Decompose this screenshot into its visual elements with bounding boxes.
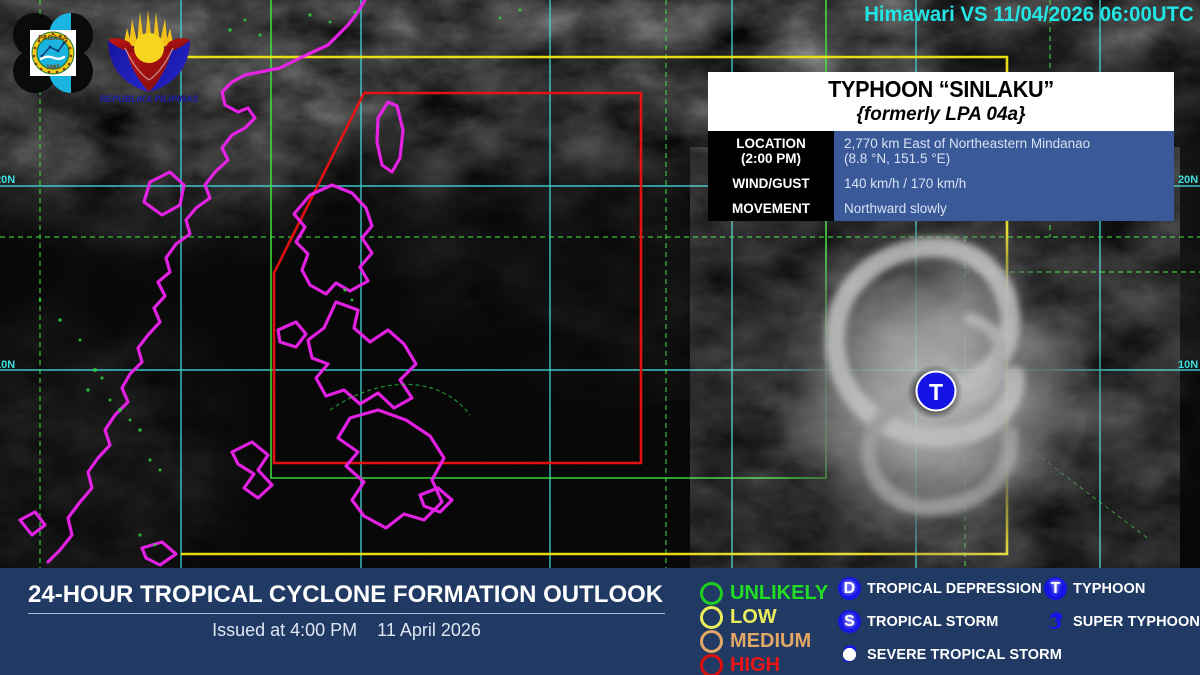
svg-text:T: T bbox=[929, 379, 943, 405]
